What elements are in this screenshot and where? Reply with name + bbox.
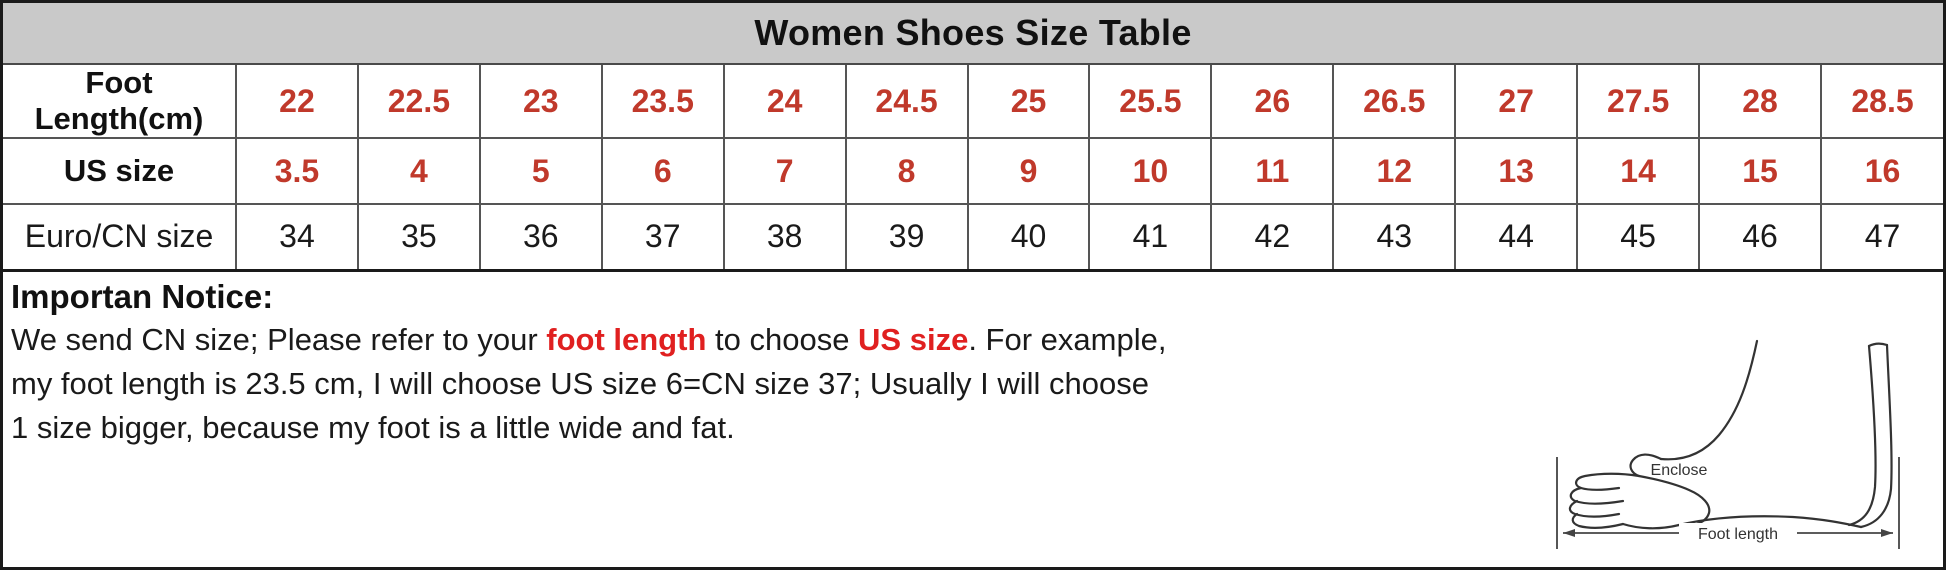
row-header-us-size: US size bbox=[3, 138, 237, 205]
cell-us-size: 16 bbox=[1820, 138, 1943, 205]
table-row-euro-cn-size: Euro/CN size 34 35 36 37 38 39 40 41 42 … bbox=[3, 204, 1943, 272]
notice-line-2: my foot length is 23.5 cm, I will choose… bbox=[11, 366, 1149, 402]
table-row-us-size: US size 3.5 4 5 6 7 8 9 10 11 12 13 14 1… bbox=[3, 138, 1943, 205]
foot-measurement-diagram: Foot length Enclose bbox=[1556, 339, 1900, 549]
cell-euro-cn-size: 43 bbox=[1333, 204, 1457, 272]
enclose-label: Enclose bbox=[1651, 462, 1708, 479]
page-title: Women Shoes Size Table bbox=[754, 12, 1192, 53]
notice-highlight-foot-length: foot length bbox=[546, 322, 707, 358]
row-header-foot-length: Foot Length(cm) bbox=[3, 65, 237, 139]
size-table: Foot Length(cm) 22 22.5 23 23.5 24 24.5 … bbox=[3, 65, 1943, 272]
cell-foot-length: 27 bbox=[1455, 65, 1579, 139]
cell-us-size: 9 bbox=[967, 138, 1091, 205]
notice-line-3: 1 size bigger, because my foot is a litt… bbox=[11, 410, 735, 446]
cell-foot-length: 26.5 bbox=[1333, 65, 1457, 139]
cell-foot-length: 22.5 bbox=[357, 65, 481, 139]
cell-us-size: 5 bbox=[479, 138, 603, 205]
cell-euro-cn-size: 40 bbox=[967, 204, 1091, 272]
notice-line-1-part-c: . For example, bbox=[968, 322, 1167, 358]
cell-us-size: 7 bbox=[723, 138, 847, 205]
notice-line-1: We send CN size; Please refer to your fo… bbox=[11, 318, 1933, 362]
notice-heading: Importan Notice: bbox=[11, 277, 274, 315]
table-row-foot-length: Foot Length(cm) 22 22.5 23 23.5 24 24.5 … bbox=[3, 65, 1943, 139]
cell-euro-cn-size: 47 bbox=[1820, 204, 1943, 272]
cell-euro-cn-size: 38 bbox=[723, 204, 847, 272]
cell-us-size: 15 bbox=[1699, 138, 1822, 205]
cell-euro-cn-size: 45 bbox=[1577, 204, 1701, 272]
cell-euro-cn-size: 35 bbox=[357, 204, 481, 272]
cell-foot-length: 26 bbox=[1211, 65, 1335, 139]
cell-us-size: 4 bbox=[357, 138, 481, 205]
cell-euro-cn-size: 44 bbox=[1455, 204, 1579, 272]
notice-body: We send CN size; Please refer to your fo… bbox=[11, 318, 1933, 450]
cell-foot-length: 24.5 bbox=[845, 65, 969, 139]
cell-us-size: 13 bbox=[1455, 138, 1579, 205]
cell-us-size: 12 bbox=[1333, 138, 1457, 205]
important-notice-block: Importan Notice: We send CN size; Please… bbox=[3, 271, 1943, 567]
cell-foot-length: 28 bbox=[1699, 65, 1822, 139]
cell-foot-length: 28.5 bbox=[1820, 65, 1943, 139]
cell-euro-cn-size: 41 bbox=[1089, 204, 1213, 272]
cell-foot-length: 24 bbox=[723, 65, 847, 139]
row-header-euro-cn-size: Euro/CN size bbox=[3, 204, 237, 272]
arrow-right-icon bbox=[1881, 529, 1893, 537]
cell-foot-length: 23.5 bbox=[601, 65, 725, 139]
cell-euro-cn-size: 39 bbox=[845, 204, 969, 272]
cell-foot-length: 27.5 bbox=[1577, 65, 1701, 139]
cell-us-size: 3.5 bbox=[236, 138, 359, 205]
cell-euro-cn-size: 46 bbox=[1699, 204, 1822, 272]
notice-line-1-part-b: to choose bbox=[706, 322, 859, 358]
cell-us-size: 11 bbox=[1211, 138, 1335, 205]
cell-euro-cn-size: 37 bbox=[601, 204, 725, 272]
cell-foot-length: 23 bbox=[479, 65, 603, 139]
foot-length-label: Foot length bbox=[1698, 526, 1778, 543]
cell-us-size: 6 bbox=[601, 138, 725, 205]
cell-foot-length: 25 bbox=[967, 65, 1091, 139]
cell-us-size: 14 bbox=[1577, 138, 1701, 205]
cell-us-size: 8 bbox=[845, 138, 969, 205]
cell-us-size: 10 bbox=[1089, 138, 1213, 205]
notice-line-1-part-a: We send CN size; Please refer to your bbox=[11, 322, 547, 358]
cell-foot-length: 22 bbox=[236, 65, 359, 139]
arrow-left-icon bbox=[1563, 529, 1575, 537]
title-bar: Women Shoes Size Table bbox=[3, 3, 1943, 65]
cell-foot-length: 25.5 bbox=[1089, 65, 1213, 139]
cell-euro-cn-size: 36 bbox=[479, 204, 603, 272]
notice-highlight-us-size: US size bbox=[858, 322, 969, 358]
cell-euro-cn-size: 34 bbox=[236, 204, 359, 272]
cell-euro-cn-size: 42 bbox=[1211, 204, 1335, 272]
